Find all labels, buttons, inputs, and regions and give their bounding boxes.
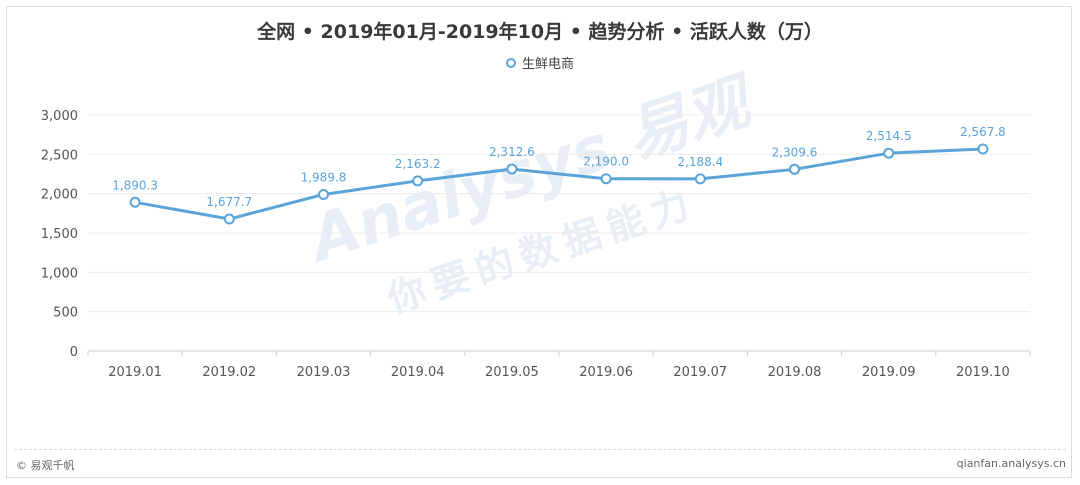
chart-frame bbox=[6, 6, 1072, 478]
x-axis: 2019.01 2019.02 2019.03 2019.04 2019.05 2019.… bbox=[87, 351, 1031, 380]
data-label: 2,163.2 bbox=[395, 157, 441, 171]
x-tick-label: 2019.07 bbox=[673, 365, 727, 380]
data-label: 2,190.0 bbox=[583, 155, 629, 169]
y-tick-label: 2,000 bbox=[41, 188, 78, 203]
x-tick-label: 2019.04 bbox=[391, 365, 445, 380]
data-point[interactable] bbox=[789, 163, 800, 175]
series-line-fresh-ecommerce bbox=[134, 147, 983, 221]
x-tick-label: 2019.09 bbox=[862, 365, 916, 380]
data-point[interactable] bbox=[223, 213, 235, 225]
data-label: 1,989.8 bbox=[301, 170, 347, 184]
data-label: 1,677.7 bbox=[206, 195, 252, 209]
data-point[interactable] bbox=[883, 147, 895, 159]
data-label: 2,309.6 bbox=[772, 145, 818, 159]
footer-divider bbox=[14, 449, 1066, 450]
x-tick-label: 2019.02 bbox=[202, 365, 256, 380]
y-tick-label: 1,500 bbox=[41, 227, 78, 242]
y-axis: 0 500 1,000 1,500 2,000 2,500 3,000 bbox=[41, 109, 78, 360]
data-point[interactable] bbox=[600, 173, 612, 185]
data-point[interactable] bbox=[129, 196, 141, 208]
data-labels: 1,890.3 1,677.7 1,989.8 2,163.2 2,312.6 2,190… bbox=[112, 125, 1006, 209]
chart-title: 全网 • 2019年01月-2019年10月 • 趋势分析 • 活跃人数（万） bbox=[257, 21, 823, 43]
data-point[interactable] bbox=[506, 163, 518, 175]
data-point[interactable] bbox=[977, 143, 989, 155]
data-label: 2,567.8 bbox=[960, 125, 1006, 139]
data-label: 1,890.3 bbox=[112, 178, 158, 192]
y-tick-label: 1,000 bbox=[41, 266, 78, 281]
data-label: 2,514.5 bbox=[866, 129, 912, 143]
legend-marker-icon bbox=[505, 57, 516, 68]
x-tick-label: 2019.10 bbox=[956, 365, 1010, 380]
footer-source-url[interactable]: qianfan.analysys.cn bbox=[956, 457, 1066, 470]
x-tick-label: 2019.06 bbox=[579, 365, 633, 380]
data-label: 2,312.6 bbox=[489, 145, 535, 159]
x-tick-label: 2019.08 bbox=[768, 365, 822, 380]
x-tick-label: 2019.03 bbox=[297, 365, 351, 380]
legend[interactable]: 生鲜电商 bbox=[0, 53, 1080, 72]
y-tick-label: 2,500 bbox=[41, 148, 78, 163]
data-points bbox=[129, 143, 989, 225]
footer-copyright: © 易观千帆 bbox=[16, 459, 75, 472]
x-tick-label: 2019.01 bbox=[108, 365, 162, 380]
data-point[interactable] bbox=[318, 188, 329, 200]
data-point[interactable] bbox=[694, 173, 706, 185]
data-label: 2,188.4 bbox=[677, 155, 723, 169]
y-tick-label: 500 bbox=[53, 306, 78, 321]
grid-lines bbox=[88, 114, 1030, 352]
x-tick-label: 2019.05 bbox=[485, 365, 539, 380]
data-point[interactable] bbox=[412, 175, 424, 187]
legend-label: 生鲜电商 bbox=[521, 57, 574, 72]
y-tick-label: 3,000 bbox=[41, 109, 78, 124]
y-tick-label: 0 bbox=[70, 345, 78, 360]
